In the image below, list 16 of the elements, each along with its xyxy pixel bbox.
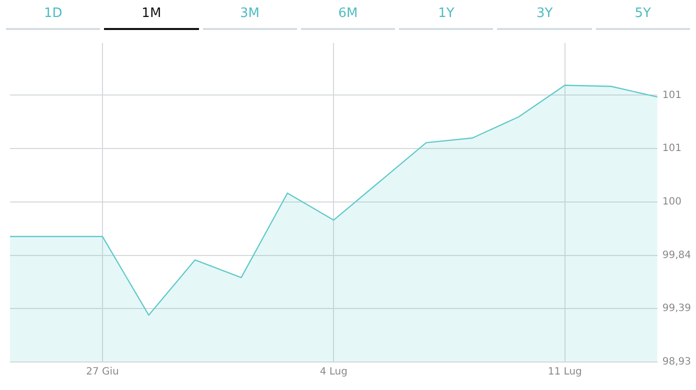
text: 5Y	[596, 0, 690, 30]
text: 6M	[300, 0, 396, 30]
y-tick-label: 101	[662, 90, 682, 101]
text: 3Y	[497, 0, 592, 30]
x-tick-label: 27 Giu	[86, 366, 119, 378]
text: 3M	[202, 0, 297, 30]
y-tick-label: 101	[662, 143, 682, 154]
x-tick-label: 11 Lug	[548, 366, 582, 378]
y-tick-label: 99,39	[662, 303, 692, 314]
y-tick-label: 100	[662, 196, 682, 208]
text: 1D	[6, 0, 100, 30]
y-tick-label: 99,84	[662, 250, 692, 261]
text: 1Y	[399, 0, 494, 30]
text: 1M	[104, 0, 199, 30]
x-tick-label: 4 Lug	[320, 366, 348, 378]
y-tick-label: 98,93	[662, 356, 692, 368]
